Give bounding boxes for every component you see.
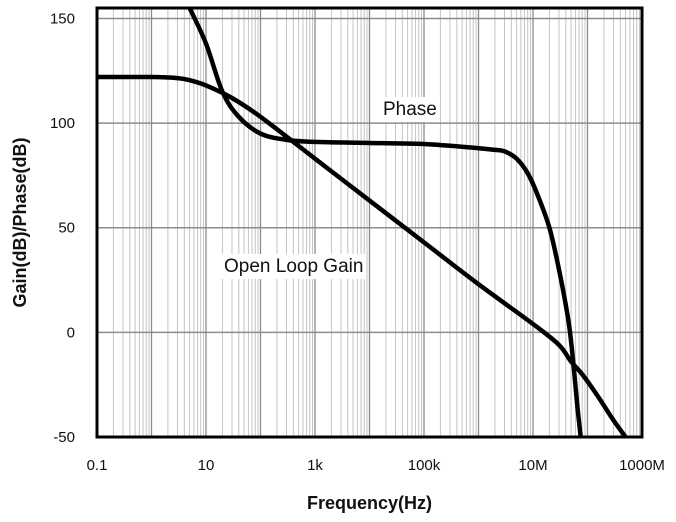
y-axis-title: Gain(dB)/Phase(dB) xyxy=(10,137,30,307)
phase-series-line xyxy=(187,8,583,437)
x-tick-label: 10M xyxy=(518,457,547,474)
annotations: Phase Open Loop Gain xyxy=(221,97,440,279)
y-tick-label: 100 xyxy=(50,115,75,132)
series-layer xyxy=(97,8,628,437)
x-tick-label: 0.1 xyxy=(87,457,108,474)
phase-annotation-bg xyxy=(380,97,440,122)
x-tick-label: 10 xyxy=(198,457,215,474)
y-tick-label: 0 xyxy=(67,324,75,341)
major-gridlines xyxy=(96,8,643,438)
y-tick-label: -50 xyxy=(53,429,75,446)
x-tick-label: 100k xyxy=(408,457,441,474)
phase-annotation: Phase xyxy=(383,99,437,120)
tick-labels: 0.1 10 1k 100k 10M 1000M 150 100 50 0 -50 xyxy=(50,10,665,474)
x-axis-title: Frequency(Hz) xyxy=(307,493,432,513)
gain-annotation: Open Loop Gain xyxy=(224,256,363,277)
minor-gridlines xyxy=(112,8,641,437)
plot-frame xyxy=(95,6,644,439)
x-tick-label: 1k xyxy=(307,457,323,474)
gain-series-line xyxy=(97,74,628,437)
y-tick-label: 150 xyxy=(50,10,75,27)
gain-annotation-bg xyxy=(221,254,367,279)
x-tick-label: 1000M xyxy=(619,457,665,474)
y-tick-label: 50 xyxy=(58,220,75,237)
